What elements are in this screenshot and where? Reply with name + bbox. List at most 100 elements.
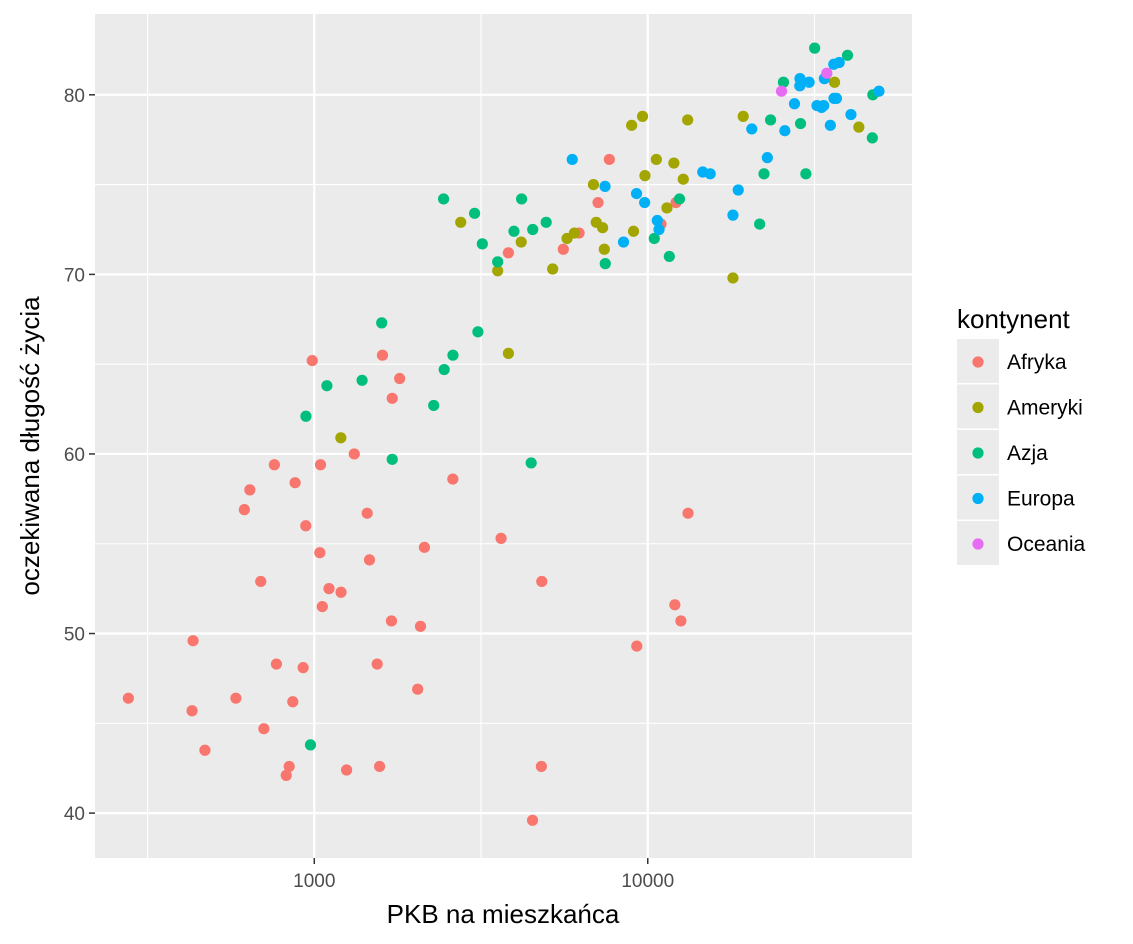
data-point-afryka <box>385 615 398 627</box>
data-point-europa <box>873 85 885 97</box>
data-point-ameryki <box>668 157 680 169</box>
data-point-ameryki <box>547 263 559 275</box>
y-tick-label: 50 <box>64 625 85 646</box>
data-point-afryka <box>186 705 198 717</box>
data-point-europa <box>779 125 791 137</box>
data-point-ameryki <box>335 432 347 444</box>
data-point-afryka <box>289 477 301 489</box>
data-point-azja <box>754 218 766 230</box>
data-point-europa <box>761 152 773 164</box>
data-point-europa <box>788 98 801 110</box>
data-point-afryka <box>495 532 507 544</box>
data-point-azja <box>758 168 770 180</box>
data-point-afryka <box>418 541 431 553</box>
data-point-afryka <box>371 658 383 670</box>
data-point-ameryki <box>626 119 638 131</box>
data-point-europa <box>732 184 744 196</box>
data-point-afryka <box>268 459 280 471</box>
data-point-afryka <box>341 764 353 776</box>
data-point-afryka <box>363 554 376 566</box>
data-point-azja <box>663 250 675 263</box>
data-point-afryka <box>255 575 267 588</box>
data-point-ameryki <box>639 170 651 182</box>
data-point-afryka <box>675 615 687 627</box>
data-point-ameryki <box>650 153 662 166</box>
data-point-europa <box>727 209 739 221</box>
data-point-azja <box>447 349 459 361</box>
data-point-europa <box>630 187 643 200</box>
data-point-ameryki <box>727 272 739 284</box>
data-point-ameryki <box>828 76 841 88</box>
data-point-afryka <box>244 484 256 496</box>
data-point-afryka <box>669 599 681 611</box>
data-point-europa <box>651 214 663 227</box>
data-point-azja <box>648 232 660 245</box>
data-point-afryka <box>230 692 242 704</box>
data-point-europa <box>704 168 716 180</box>
data-point-afryka <box>122 692 134 704</box>
legend-label-ameryki: Ameryki <box>1007 397 1083 420</box>
data-point-azja <box>476 238 488 250</box>
legend-label-afryka: Afryka <box>1007 351 1067 374</box>
axes: 40 50 60 70 80 1000 10000 <box>64 86 674 892</box>
data-point-azja <box>527 223 539 236</box>
data-point-europa <box>830 92 843 104</box>
data-point-azja <box>540 216 552 228</box>
legend-label-europa: Europa <box>1007 488 1075 511</box>
x-tick-label: 1000 <box>293 871 335 892</box>
data-point-afryka <box>348 448 360 460</box>
data-point-afryka <box>270 658 283 670</box>
data-point-ameryki <box>677 173 689 185</box>
data-point-afryka <box>316 600 328 613</box>
data-point-azja <box>800 168 812 180</box>
data-point-afryka <box>526 814 539 826</box>
data-point-oceania <box>821 67 833 79</box>
data-point-afryka <box>283 760 295 773</box>
y-tick-label: 40 <box>64 804 85 825</box>
data-point-afryka <box>297 662 309 674</box>
data-point-europa <box>599 180 611 192</box>
data-point-azja <box>386 453 398 465</box>
data-point-ameryki <box>596 222 609 234</box>
data-point-ameryki <box>455 216 467 228</box>
data-point-afryka <box>394 372 406 385</box>
data-point-oceania <box>775 85 788 97</box>
legend-key-azja <box>972 447 984 459</box>
y-tick-label: 60 <box>64 445 85 466</box>
data-point-ameryki <box>636 110 649 122</box>
data-point-afryka <box>535 760 547 773</box>
data-point-afryka <box>361 507 373 519</box>
data-point-afryka <box>412 683 424 695</box>
data-point-ameryki <box>587 178 600 191</box>
legend-key-europa <box>972 492 984 505</box>
data-point-azja <box>356 374 368 386</box>
data-point-europa <box>617 236 630 248</box>
data-point-ameryki <box>492 265 504 277</box>
data-point-europa <box>794 73 806 85</box>
data-point-azja <box>376 317 388 329</box>
data-point-afryka <box>314 459 327 471</box>
data-point-azja <box>300 410 312 422</box>
data-point-azja <box>525 457 537 469</box>
data-point-afryka <box>335 586 347 598</box>
legend-title: kontynent <box>957 304 1071 334</box>
data-point-afryka <box>536 575 548 588</box>
data-point-azja <box>841 49 854 61</box>
data-point-ameryki <box>627 225 640 237</box>
legend: kontynent Afryka Ameryki Azja Europa Oceania <box>957 304 1086 565</box>
data-point-azja <box>794 117 807 130</box>
y-tick-label: 70 <box>64 265 85 286</box>
data-point-azja <box>492 256 504 268</box>
data-point-europa <box>845 108 857 121</box>
data-point-afryka <box>306 354 318 367</box>
grid-lines <box>95 14 912 858</box>
data-point-azja <box>321 380 333 392</box>
data-point-afryka <box>502 247 514 259</box>
data-point-ameryki <box>515 236 527 248</box>
data-point-afryka <box>682 507 694 519</box>
data-point-afryka <box>603 153 615 166</box>
data-point-afryka <box>374 760 386 773</box>
data-point-azja <box>508 225 520 237</box>
data-point-afryka <box>300 520 312 532</box>
